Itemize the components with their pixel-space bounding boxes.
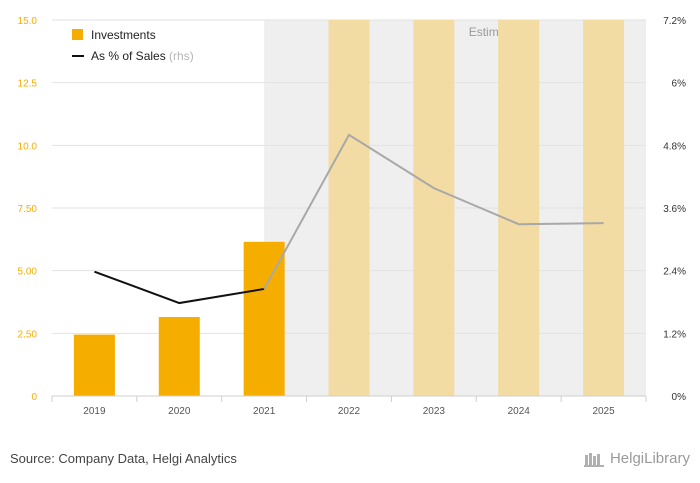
bar-investments-2021 <box>243 241 285 396</box>
y-right-tick-label: 1.2% <box>663 329 686 340</box>
y-right-tick-label: 7.2% <box>663 16 686 27</box>
brand-name: HelgiLibrary <box>609 450 690 467</box>
bar-investments-2020 <box>158 317 200 396</box>
line-sales-pct-actual <box>94 270 265 305</box>
x-tick-label: 2019 <box>83 406 106 417</box>
x-tick-label: 2020 <box>168 406 191 417</box>
line-series <box>94 133 604 305</box>
legend-swatch-investments <box>72 29 83 40</box>
bar-investments-2019 <box>73 334 115 396</box>
x-tick-label: 2025 <box>592 406 615 417</box>
y-right-tick-label: 0% <box>672 392 687 403</box>
chart: Estimates 2019 2020 2021 2022 2023 2024 202502… <box>18 16 687 417</box>
y-left-tick-label: 0 <box>31 392 37 403</box>
bar-investments-2024 <box>498 20 540 396</box>
y-left-tick-label: 10.0 <box>18 141 38 152</box>
y-left-tick-label: 5.00 <box>18 267 38 278</box>
y-right-tick-label: 4.8% <box>663 141 686 152</box>
y-left-tick-label: 2.50 <box>18 329 38 340</box>
legend-label-investments: Investments <box>91 28 156 42</box>
y-right-tick-label: 6% <box>672 79 687 90</box>
legend-label-sales-pct: As % of Sales (rhs) <box>91 49 194 63</box>
bar-investments-2025 <box>583 20 625 396</box>
y-right-tick-label: 2.4% <box>663 267 686 278</box>
y-left-tick-label: 7.50 <box>18 204 38 215</box>
bar-series <box>73 20 625 396</box>
y-right-tick-label: 3.6% <box>663 204 686 215</box>
source-note: Source: Company Data, Helgi Analytics <box>10 451 237 466</box>
line-sales-pct-estimate <box>263 133 604 290</box>
brand-logo: HelgiLibrary <box>583 450 690 467</box>
x-tick-label: 2021 <box>253 406 276 417</box>
bar-investments-2022 <box>328 20 370 396</box>
legend-label-rhs-suffix: (rhs) <box>169 49 194 63</box>
y-left-tick-label: 15.0 <box>18 16 38 27</box>
y-left-tick-label: 12.5 <box>18 79 38 90</box>
x-tick-label: 2022 <box>338 406 361 417</box>
library-icon <box>583 452 604 467</box>
chart-axes: 2019 2020 2021 2022 2023 2024 2025 0 2.50 5.00 7.5… <box>18 16 687 417</box>
x-tick-label: 2024 <box>508 406 531 417</box>
bar-investments-2023 <box>413 20 455 396</box>
x-tick-label: 2023 <box>423 406 446 417</box>
chart-legend: Investments As % of Sales (rhs) <box>72 28 194 63</box>
